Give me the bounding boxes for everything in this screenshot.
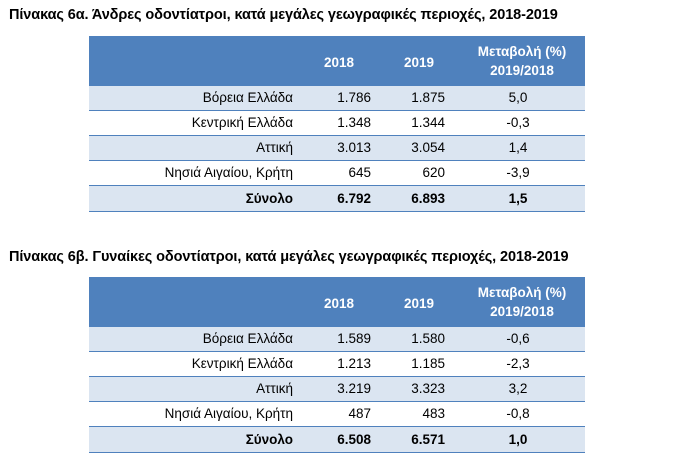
cell-2018: 1.786 xyxy=(299,86,379,111)
header-2018: 2018 xyxy=(299,277,379,327)
cell-change: 1,5 xyxy=(459,185,585,212)
table-row: Βόρεια Ελλάδα 1.589 1.580 -0,6 xyxy=(89,327,585,352)
cell-change: -0,6 xyxy=(459,327,585,352)
header-2018: 2018 xyxy=(299,36,379,86)
cell-2018: 3.013 xyxy=(299,135,379,161)
cell-2019: 6.571 xyxy=(379,426,459,453)
cell-region: Νησιά Αιγαίου, Κρήτη xyxy=(89,401,299,427)
cell-region: Βόρεια Ελλάδα xyxy=(89,86,299,111)
cell-2019: 3.323 xyxy=(379,376,459,402)
cell-2018: 487 xyxy=(299,401,379,427)
table-header-row: 2018 2019 Μεταβολή (%) 2019/2018 xyxy=(89,277,585,327)
cell-2018: 1.348 xyxy=(299,110,379,136)
cell-2018: 1.213 xyxy=(299,351,379,377)
header-change-line2: 2019/2018 xyxy=(490,304,554,319)
cell-change: -3,9 xyxy=(459,160,585,186)
cell-change: -0,8 xyxy=(459,401,585,427)
cell-region: Αττική xyxy=(89,376,299,402)
cell-region: Σύνολο xyxy=(89,426,299,453)
cell-2018: 645 xyxy=(299,160,379,186)
header-2019: 2019 xyxy=(379,36,459,86)
cell-change: 1,0 xyxy=(459,426,585,453)
cell-2018: 3.219 xyxy=(299,376,379,402)
table-b-title: Πίνακας 6β. Γυναίκες οδοντίατροι, κατά μ… xyxy=(9,249,569,265)
table-row: Κεντρική Ελλάδα 1.213 1.185 -2,3 xyxy=(89,351,585,377)
cell-2019: 620 xyxy=(379,160,459,186)
cell-region: Νησιά Αιγαίου, Κρήτη xyxy=(89,160,299,186)
header-region xyxy=(89,277,299,327)
cell-region: Κεντρική Ελλάδα xyxy=(89,351,299,377)
cell-2019: 1.875 xyxy=(379,86,459,111)
header-change-line2: 2019/2018 xyxy=(490,63,554,78)
cell-2019: 3.054 xyxy=(379,135,459,161)
total-row: Σύνολο 6.508 6.571 1,0 xyxy=(89,426,585,453)
header-change: Μεταβολή (%) 2019/2018 xyxy=(459,36,585,86)
table-row: Κεντρική Ελλάδα 1.348 1.344 -0,3 xyxy=(89,110,585,136)
table-a-title: Πίνακας 6α. Άνδρες οδοντίατροι, κατά μεγ… xyxy=(9,7,558,23)
total-row: Σύνολο 6.792 6.893 1,5 xyxy=(89,185,585,212)
cell-2019: 6.893 xyxy=(379,185,459,212)
cell-2019: 483 xyxy=(379,401,459,427)
cell-change: 3,2 xyxy=(459,376,585,402)
cell-2019: 1.344 xyxy=(379,110,459,136)
header-change: Μεταβολή (%) 2019/2018 xyxy=(459,277,585,327)
cell-region: Βόρεια Ελλάδα xyxy=(89,327,299,352)
header-change-line1: Μεταβολή (%) xyxy=(477,285,567,300)
cell-region: Σύνολο xyxy=(89,185,299,212)
cell-region: Κεντρική Ελλάδα xyxy=(89,110,299,136)
table-a-male-dentists: 2018 2019 Μεταβολή (%) 2019/2018 Βόρεια … xyxy=(89,36,585,212)
table-row: Βόρεια Ελλάδα 1.786 1.875 5,0 xyxy=(89,86,585,111)
cell-change: -0,3 xyxy=(459,110,585,136)
header-change-line1: Μεταβολή (%) xyxy=(477,44,567,59)
table-row: Αττική 3.219 3.323 3,2 xyxy=(89,376,585,402)
table-row: Νησιά Αιγαίου, Κρήτη 645 620 -3,9 xyxy=(89,160,585,186)
cell-2019: 1.580 xyxy=(379,327,459,352)
cell-2018: 6.508 xyxy=(299,426,379,453)
table-b-female-dentists: 2018 2019 Μεταβολή (%) 2019/2018 Βόρεια … xyxy=(89,277,585,453)
cell-2018: 1.589 xyxy=(299,327,379,352)
header-2019: 2019 xyxy=(379,277,459,327)
cell-2019: 1.185 xyxy=(379,351,459,377)
cell-2018: 6.792 xyxy=(299,185,379,212)
header-region xyxy=(89,36,299,86)
table-row: Νησιά Αιγαίου, Κρήτη 487 483 -0,8 xyxy=(89,401,585,427)
cell-change: -2,3 xyxy=(459,351,585,377)
table-row: Αττική 3.013 3.054 1,4 xyxy=(89,135,585,161)
cell-region: Αττική xyxy=(89,135,299,161)
cell-change: 1,4 xyxy=(459,135,585,161)
cell-change: 5,0 xyxy=(459,86,585,111)
table-header-row: 2018 2019 Μεταβολή (%) 2019/2018 xyxy=(89,36,585,86)
